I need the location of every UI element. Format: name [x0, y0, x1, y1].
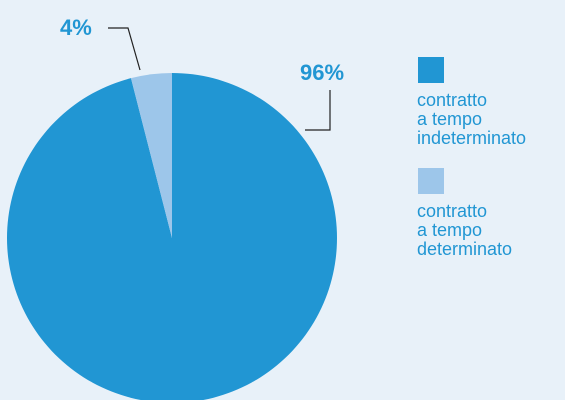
leader-line-determinato	[108, 27, 141, 71]
legend: contratto a tempo indeterminato contratt…	[417, 57, 565, 259]
slice-label-indeterminato: 96%	[300, 60, 345, 85]
legend-swatch-determinato	[418, 168, 444, 194]
pie-slice-determinato	[130, 73, 172, 238]
legend-item-indeterminato: contratto a tempo indeterminato	[417, 57, 565, 148]
legend-label-determinato: contratto a tempo determinato	[417, 201, 513, 259]
leader-line-indeterminato	[305, 90, 331, 131]
legend-swatch-indeterminato	[418, 57, 444, 83]
legend-label-indeterminato: contratto a tempo indeterminato	[417, 90, 527, 148]
pie-slice-indeterminato	[7, 73, 337, 400]
legend-item-determinato: contratto a tempo determinato	[417, 168, 565, 259]
slice-label-determinato: 4%	[60, 15, 92, 40]
